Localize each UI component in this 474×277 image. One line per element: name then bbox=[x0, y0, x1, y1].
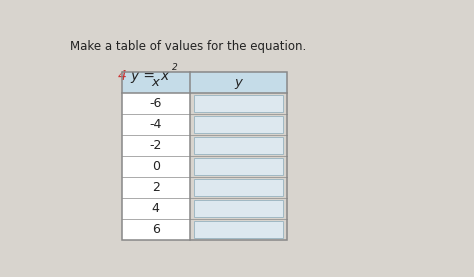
Text: 0: 0 bbox=[152, 160, 160, 173]
Bar bbox=[194, 95, 283, 112]
Bar bbox=[122, 198, 190, 219]
Text: -2: -2 bbox=[149, 139, 162, 152]
Bar bbox=[122, 177, 190, 198]
Text: 4: 4 bbox=[118, 70, 127, 83]
Bar bbox=[194, 200, 283, 217]
Bar bbox=[122, 72, 287, 93]
Bar bbox=[194, 116, 283, 133]
Text: -6: -6 bbox=[149, 97, 162, 110]
Bar bbox=[122, 114, 190, 135]
Text: x: x bbox=[161, 70, 169, 83]
Text: x: x bbox=[152, 76, 160, 89]
Bar bbox=[122, 93, 190, 114]
Bar bbox=[194, 221, 283, 238]
Text: y: y bbox=[130, 70, 138, 83]
Text: Make a table of values for the equation.: Make a table of values for the equation. bbox=[70, 40, 307, 53]
Bar bbox=[122, 135, 190, 156]
Bar bbox=[122, 219, 190, 240]
Text: 6: 6 bbox=[152, 223, 160, 236]
Bar bbox=[122, 72, 287, 240]
Bar bbox=[194, 179, 283, 196]
Bar bbox=[122, 156, 190, 177]
Text: 2: 2 bbox=[173, 63, 178, 72]
Text: 2: 2 bbox=[152, 181, 160, 194]
Text: -4: -4 bbox=[149, 118, 162, 131]
Text: y: y bbox=[235, 76, 242, 89]
Bar bbox=[194, 137, 283, 154]
Text: 4: 4 bbox=[152, 202, 160, 215]
Bar bbox=[194, 158, 283, 175]
Text: =: = bbox=[139, 70, 160, 83]
